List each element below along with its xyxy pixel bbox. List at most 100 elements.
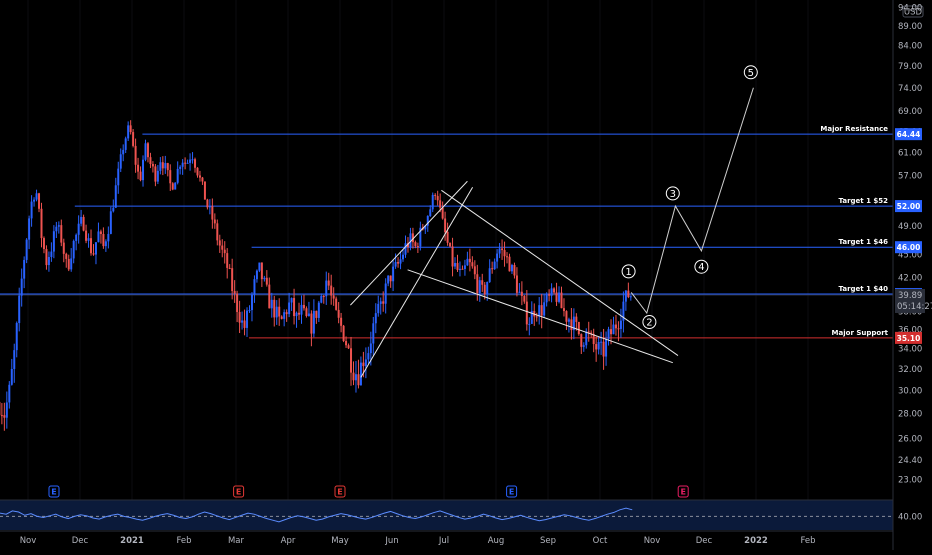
candle-body-210 [518, 292, 520, 293]
candle-body-198 [489, 268, 491, 282]
candle-body-114 [281, 317, 283, 319]
candle-body-203 [501, 249, 503, 251]
candle-body-253 [625, 291, 627, 302]
candle-body-17 [40, 209, 42, 238]
candle-body-82 [201, 178, 203, 182]
candle-body-83 [204, 181, 206, 199]
candle-body-182 [449, 243, 451, 247]
candle-body-108 [266, 278, 268, 285]
candle-body-16 [38, 193, 40, 208]
level-label-1: Target 1 $52 [838, 197, 888, 205]
candle-body-94 [231, 268, 233, 291]
candle-body-27 [65, 254, 67, 259]
candle-body-123 [303, 305, 305, 308]
candle-body-30 [73, 241, 75, 259]
candle-body-70 [172, 183, 174, 189]
candle-body-91 [224, 250, 226, 253]
candle-body-131 [323, 296, 325, 297]
candle-body-106 [261, 263, 263, 280]
candle-body-163 [402, 255, 404, 260]
candle-body-90 [221, 246, 223, 250]
price-axis[interactable]: USD23.0024.4026.0028.0030.0032.0034.0036… [893, 0, 932, 550]
x-tick-label-6: May [331, 536, 349, 546]
candle-body-13 [31, 202, 33, 219]
candle-body-29 [70, 258, 72, 269]
candle-body-51 [125, 138, 127, 150]
candle-body-217 [536, 316, 538, 317]
candle-body-31 [75, 235, 77, 241]
candle-body-162 [400, 259, 402, 263]
candle-body-62 [152, 164, 154, 166]
x-tick-label-0: Nov [20, 536, 37, 546]
event-label-0: E [51, 488, 56, 497]
candle-body-96 [236, 294, 238, 312]
candle-body-50 [122, 150, 124, 154]
x-tick-label-15: Feb [800, 536, 815, 546]
candle-body-164 [404, 243, 406, 255]
candle-body-112 [276, 307, 278, 318]
candle-body-189 [466, 259, 468, 266]
candle-body-15 [36, 193, 38, 199]
candle-body-254 [627, 291, 629, 297]
candle-body-183 [452, 246, 454, 266]
candle-body-57 [140, 172, 142, 181]
candle-body-36 [88, 238, 90, 241]
candle-body-76 [187, 163, 189, 164]
candle-body-19 [45, 249, 47, 265]
candle-body-219 [541, 305, 543, 315]
candle-body-116 [286, 312, 288, 314]
candle-body-226 [558, 293, 560, 302]
candle-body-9 [21, 279, 23, 296]
candle-body-87 [214, 220, 216, 224]
candle-body-242 [598, 342, 600, 349]
x-tick-label-12: Nov [644, 536, 661, 546]
wave-path [631, 88, 753, 313]
candle-body-230 [568, 319, 570, 321]
candle-body-154 [380, 301, 382, 304]
level-label-4: Major Support [832, 329, 889, 337]
candle-body-75 [184, 163, 186, 164]
candle-body-190 [469, 259, 471, 262]
candle-body-49 [120, 154, 122, 168]
candle-body-93 [229, 268, 231, 269]
candle-body-129 [318, 303, 320, 318]
candle-body-145 [357, 374, 359, 385]
candle-body-124 [305, 308, 307, 316]
candle-body-250 [617, 328, 619, 329]
y-tick-label-2: 26.00 [898, 435, 922, 445]
candle-body-208 [513, 265, 515, 275]
trend-line-3 [408, 270, 673, 363]
candle-body-38 [92, 253, 94, 254]
level-label-2: Target 1 $46 [838, 238, 888, 246]
candle-body-45 [110, 211, 112, 234]
candle-body-56 [137, 165, 139, 172]
candle-body-99 [244, 320, 246, 327]
y-tick-label-18: 79.00 [898, 62, 922, 72]
candle-body-46 [112, 208, 114, 212]
candle-body-40 [97, 231, 99, 242]
candle-body-32 [78, 224, 80, 235]
candle-body-132 [325, 281, 327, 297]
candle-body-128 [315, 311, 317, 318]
candle-body-44 [107, 234, 109, 241]
candle-body-71 [174, 183, 176, 190]
candle-body-153 [377, 304, 379, 313]
candle-body-193 [476, 274, 478, 293]
candle-body-101 [248, 310, 250, 311]
candle-body-95 [234, 291, 236, 294]
candle-body-107 [263, 278, 265, 279]
x-tick-label-2: 2021 [120, 536, 144, 546]
candle-body-69 [169, 170, 171, 183]
candle-body-25 [60, 225, 62, 242]
candle-body-135 [333, 296, 335, 299]
candle-body-119 [293, 298, 295, 316]
candle-body-84 [206, 200, 208, 208]
candle-body-178 [439, 200, 441, 207]
candle-body-146 [360, 363, 362, 386]
candle-body-245 [605, 339, 607, 356]
x-tick-label-13: Dec [696, 536, 713, 546]
